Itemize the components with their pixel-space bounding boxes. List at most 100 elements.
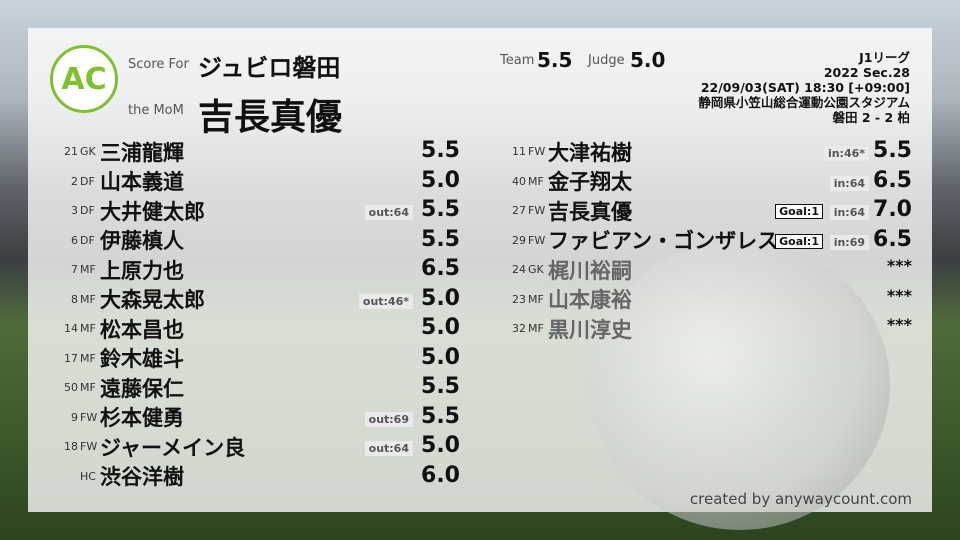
player-position: MF bbox=[528, 292, 544, 306]
player-position: HC bbox=[80, 469, 96, 483]
player-rating: 6.5 bbox=[873, 167, 912, 193]
footer-credit: created by anywaycount.com bbox=[689, 490, 912, 508]
player-position: FW bbox=[80, 440, 98, 453]
player-name: 金子翔太 bbox=[548, 170, 632, 194]
player-number: 27 bbox=[512, 204, 526, 217]
player-name: 大津祐樹 bbox=[548, 140, 632, 165]
player-name: 松本昌也 bbox=[100, 317, 184, 342]
substitution-badge: out:64 bbox=[364, 205, 413, 220]
player-row: 17 MF 鈴木雄斗 bbox=[42, 344, 184, 373]
datetime: 22/09/03(SAT) 18:30 [+09:00] bbox=[700, 80, 910, 95]
player-row: 29 FW ファビアン・ゴンザレス bbox=[490, 226, 778, 255]
player-number: 32 bbox=[512, 322, 526, 335]
player-rating: *** bbox=[886, 315, 912, 334]
judge-score-label: Judge bbox=[588, 53, 625, 68]
player-rating: 5.0 bbox=[421, 344, 460, 370]
player-row: 8 MF 大森晃太郎 bbox=[42, 285, 205, 314]
player-row: 18 FW ジャーメイン良 bbox=[42, 432, 245, 461]
substitution-badge: in:46* bbox=[823, 146, 869, 161]
player-row: 32 MF 黒川淳史 bbox=[490, 314, 632, 343]
player-position: MF bbox=[80, 351, 96, 365]
player-row: 11 FW 大津祐樹 bbox=[490, 137, 632, 166]
player-rating: 5.0 bbox=[421, 315, 460, 340]
team-score: 5.5 bbox=[537, 48, 573, 72]
player-rating: 5.5 bbox=[421, 374, 460, 399]
player-position: MF bbox=[528, 322, 544, 335]
substitution-badge: in:64 bbox=[829, 175, 869, 191]
player-name: 三浦龍輝 bbox=[100, 140, 184, 165]
score-for-label: Score For bbox=[128, 57, 189, 72]
player-position: DF bbox=[80, 233, 95, 247]
player-row: 21 GK 三浦龍輝 bbox=[42, 137, 184, 166]
player-position: MF bbox=[80, 322, 96, 335]
player-rating: 5.5 bbox=[421, 226, 460, 252]
player-row: HC 渋谷洋樹 bbox=[42, 462, 184, 491]
player-number: 24 bbox=[512, 263, 526, 276]
player-rating: 6.5 bbox=[421, 256, 460, 281]
player-name: 黒川淳史 bbox=[548, 317, 632, 342]
player-rating: 6.5 bbox=[873, 226, 912, 252]
player-position: MF bbox=[80, 292, 96, 306]
player-name: ジャーメイン良 bbox=[100, 435, 246, 460]
player-number: 17 bbox=[64, 351, 78, 365]
player-number: 6 bbox=[71, 233, 78, 247]
player-row: 6 DF 伊藤槙人 bbox=[42, 226, 184, 255]
player-rating: 5.5 bbox=[421, 403, 460, 429]
player-row: 27 FW 吉長真優 bbox=[490, 196, 632, 225]
mom-name: 吉長真優 bbox=[198, 97, 343, 138]
player-rating: *** bbox=[886, 285, 912, 305]
player-name: 山本康裕 bbox=[548, 288, 632, 312]
player-number: 2 bbox=[71, 174, 78, 188]
player-number: 9 bbox=[71, 410, 78, 424]
player-row: 3 DF 大井健太郎 bbox=[42, 196, 205, 225]
player-position: MF bbox=[80, 263, 96, 276]
player-number: 14 bbox=[64, 322, 78, 335]
player-number: 3 bbox=[71, 204, 78, 217]
player-position: GK bbox=[528, 263, 544, 276]
substitution-badge: out:69 bbox=[364, 411, 413, 427]
player-number: 18 bbox=[64, 440, 78, 453]
player-row: 40 MF 金子翔太 bbox=[490, 167, 632, 196]
player-position: MF bbox=[528, 174, 544, 188]
player-name: 杉本健勇 bbox=[100, 406, 184, 430]
player-name: 伊藤槙人 bbox=[100, 229, 184, 253]
substitution-badge: out:64 bbox=[364, 441, 413, 456]
player-rating: 5.0 bbox=[421, 433, 460, 458]
player-position: MF bbox=[80, 381, 96, 394]
player-position: FW bbox=[528, 233, 546, 247]
player-number: 40 bbox=[512, 174, 526, 188]
player-name: 大井健太郎 bbox=[100, 199, 205, 224]
player-rating: 5.5 bbox=[421, 197, 460, 222]
team-score-label: Team bbox=[500, 53, 535, 68]
player-number: 21 bbox=[64, 145, 78, 158]
goal-badge: Goal:1 bbox=[775, 204, 823, 219]
player-name: 梶川裕嗣 bbox=[548, 258, 632, 283]
section: 2022 Sec.28 bbox=[823, 65, 910, 80]
player-rating: 5.0 bbox=[421, 167, 460, 193]
player-row: 23 MF 山本康裕 bbox=[490, 285, 632, 314]
result: 磐田 2 - 2 柏 bbox=[832, 110, 911, 125]
player-number: 29 bbox=[512, 233, 526, 247]
player-row: 14 MF 松本昌也 bbox=[42, 314, 184, 343]
player-row: 50 MF 遠藤保仁 bbox=[42, 373, 184, 402]
venue: 静岡県小笠山総合運動公園スタジアム bbox=[698, 95, 910, 110]
anywaycount-logo: AC bbox=[50, 45, 118, 113]
substitution-badge: in:69 bbox=[829, 234, 869, 250]
player-name: 渋谷洋樹 bbox=[100, 465, 184, 489]
player-name: 遠藤保仁 bbox=[100, 376, 184, 401]
player-row: 2 DF 山本義道 bbox=[42, 167, 184, 196]
player-rating: 5.0 bbox=[421, 285, 460, 311]
player-name: 大森晃太郎 bbox=[100, 288, 205, 312]
player-number: 7 bbox=[71, 263, 78, 276]
player-position: DF bbox=[80, 174, 95, 188]
team-name: ジュビロ磐田 bbox=[198, 54, 341, 82]
player-rating: *** bbox=[886, 256, 912, 275]
player-position: FW bbox=[528, 145, 546, 158]
player-number: 8 bbox=[71, 292, 78, 306]
substitution-badge: out:46* bbox=[358, 293, 413, 309]
player-rating: 5.5 bbox=[421, 138, 460, 163]
player-position: FW bbox=[80, 410, 98, 424]
player-rating: 5.5 bbox=[873, 138, 912, 163]
player-row: 24 GK 梶川裕嗣 bbox=[490, 255, 632, 284]
mom-label: the MoM bbox=[128, 103, 184, 118]
